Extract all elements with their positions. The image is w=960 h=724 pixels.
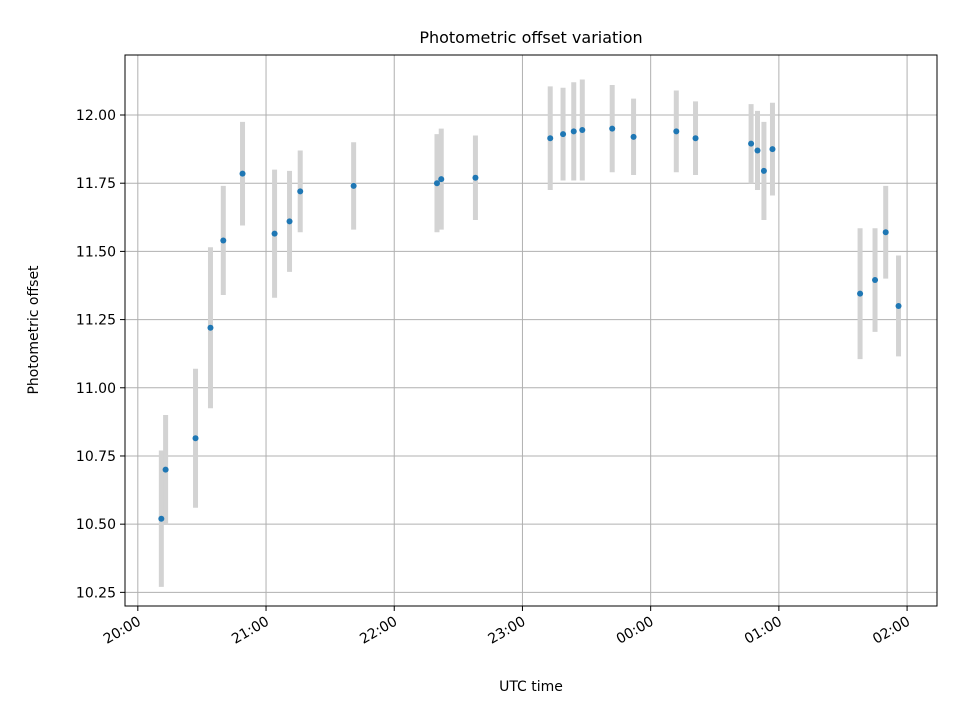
x-axis-label: UTC time <box>499 679 563 695</box>
data-point <box>609 125 616 132</box>
data-points <box>158 125 902 522</box>
data-point <box>895 302 902 309</box>
data-point <box>350 182 357 189</box>
y-tick-label: 12.00 <box>76 108 116 124</box>
data-point <box>760 167 767 174</box>
y-tick-label: 11.25 <box>76 313 116 329</box>
data-point <box>857 290 864 297</box>
data-point <box>570 128 577 135</box>
y-tick-label: 11.75 <box>76 176 116 192</box>
data-point <box>162 466 169 473</box>
data-point <box>220 237 227 244</box>
data-point <box>692 135 699 142</box>
data-point <box>547 135 554 142</box>
y-tick-label: 10.75 <box>76 449 116 465</box>
data-point <box>872 277 879 284</box>
data-point <box>207 324 214 331</box>
data-point <box>158 515 165 522</box>
data-point <box>472 174 479 181</box>
data-point <box>239 170 246 177</box>
data-point <box>192 435 199 442</box>
chart-title: Photometric offset variation <box>419 28 642 47</box>
data-point <box>754 147 761 154</box>
y-tick-label: 10.50 <box>76 517 116 533</box>
data-point <box>297 188 304 195</box>
data-point <box>748 140 755 147</box>
plot-area-frame <box>124 54 938 607</box>
y-tick-label: 11.50 <box>76 244 116 260</box>
y-axis-label: Photometric offset <box>26 265 42 395</box>
y-tick-label: 10.25 <box>76 585 116 601</box>
y-tick-label: 11.00 <box>76 381 116 397</box>
data-point <box>673 128 680 135</box>
y-axis-ticks: 10.25 10.50 10.75 11.00 11.25 11.50 11.75 12.00 <box>76 108 125 601</box>
data-point <box>769 146 776 153</box>
data-point <box>579 127 586 134</box>
data-point <box>286 218 293 225</box>
data-point <box>560 131 567 138</box>
data-point <box>433 180 440 187</box>
grid-lines <box>125 55 937 606</box>
data-point <box>271 230 278 237</box>
data-point <box>438 176 445 183</box>
data-point <box>630 133 637 140</box>
data-point <box>882 229 889 236</box>
